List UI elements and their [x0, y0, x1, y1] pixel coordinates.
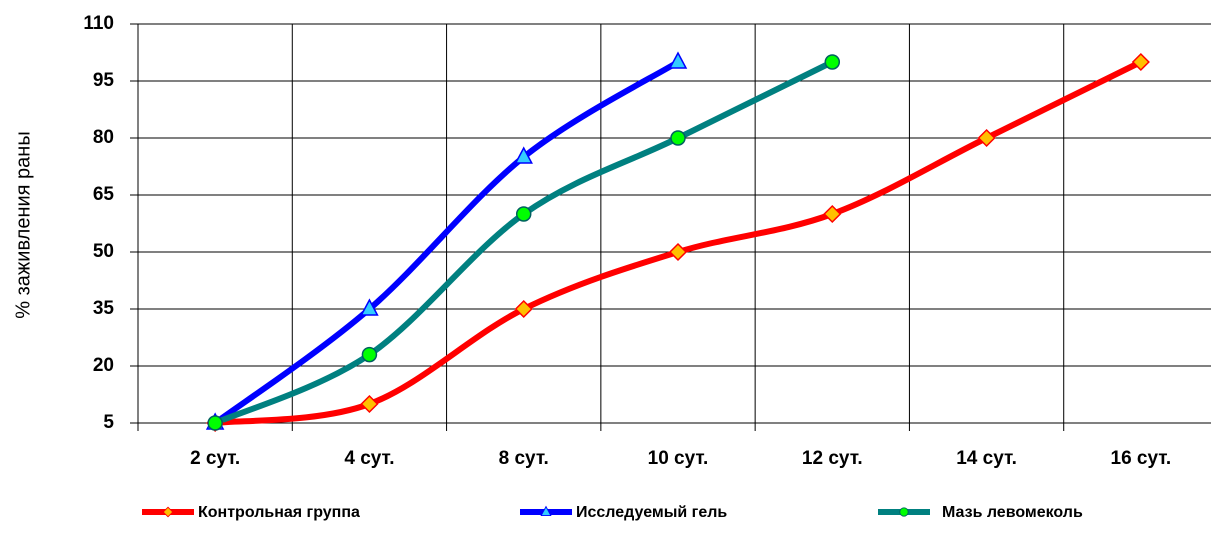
y-tick-label: 35	[93, 298, 115, 319]
x-tick-label: 10 сут.	[648, 448, 709, 469]
x-tick-label: 2 сут.	[190, 448, 240, 469]
x-tick-label: 12 сут.	[802, 448, 863, 469]
x-tick-label: 16 сут.	[1111, 448, 1172, 469]
x-tick-label: 4 сут.	[344, 448, 394, 469]
y-tick-label: 50	[93, 241, 114, 262]
y-tick-label: 95	[93, 70, 115, 91]
data-point	[360, 298, 379, 316]
data-point	[977, 128, 996, 148]
y-tick-label: 110	[83, 13, 114, 34]
data-point	[824, 54, 841, 70]
y-axis-label: % заживления раны	[12, 131, 34, 318]
y-tick-label: 80	[93, 127, 114, 148]
data-point	[823, 204, 842, 224]
data-point	[515, 206, 532, 222]
data-point	[670, 130, 686, 146]
y-tick-label: 20	[93, 355, 114, 376]
data-point	[361, 346, 378, 363]
legend-marker	[162, 506, 174, 518]
data-point	[1131, 52, 1150, 72]
data-point	[360, 394, 379, 414]
x-tick-label: 8 сут.	[499, 448, 549, 469]
data-point	[668, 242, 688, 262]
legend-label: Исследуемый гель	[576, 504, 727, 521]
series-line	[212, 59, 1144, 426]
x-tick-label: 14 сут.	[956, 448, 1017, 469]
y-tick-label: 65	[93, 184, 115, 205]
data-point	[207, 415, 223, 431]
legend-marker	[540, 505, 552, 517]
legend-label: Мазь левомеколь	[942, 504, 1083, 521]
data-point	[514, 299, 533, 319]
data-point	[514, 146, 533, 164]
data-point	[668, 51, 688, 69]
legend-label: Контрольная группа	[198, 504, 360, 521]
series-line	[212, 59, 681, 426]
y-tick-label: 5	[103, 412, 114, 433]
legend-marker	[899, 507, 909, 517]
series-line	[212, 59, 836, 426]
